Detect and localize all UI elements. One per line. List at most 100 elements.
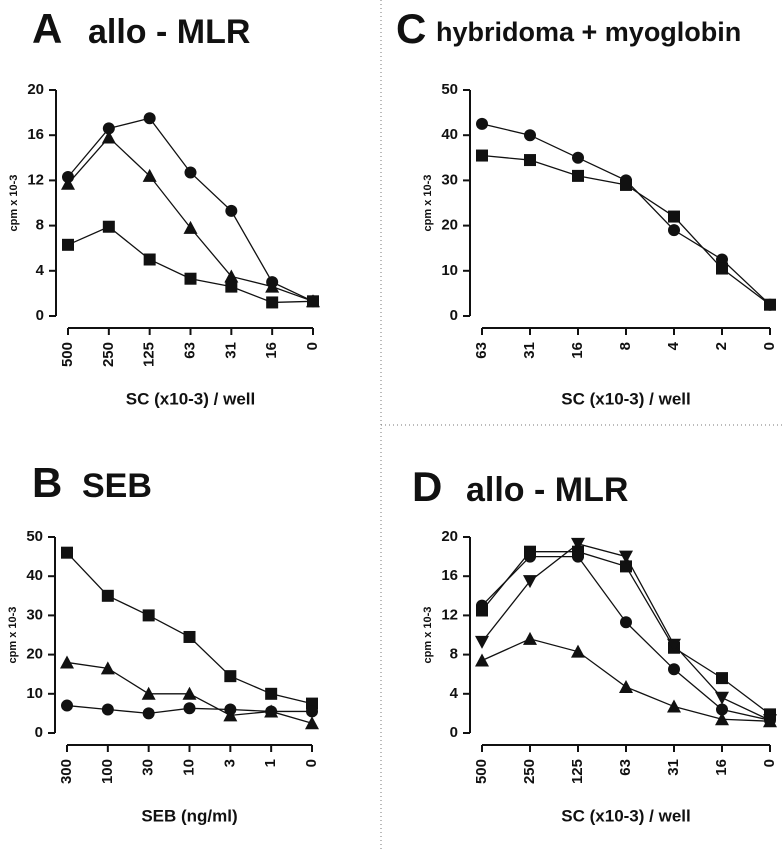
y-tick-label: 40 [26,567,43,584]
marker [307,295,319,308]
y-tick-label: 0 [35,724,43,741]
y-tick-label: 20 [441,217,458,234]
marker [667,638,681,652]
marker [571,644,585,658]
marker [225,280,238,293]
marker [572,169,584,182]
x-tick-label: 4 [665,341,682,350]
x-tick-label: 250 [521,759,538,784]
marker [225,204,238,217]
marker [265,687,278,700]
marker [61,699,73,712]
marker [142,609,155,622]
marker [572,151,584,164]
y-tick-label: 12 [441,606,458,623]
marker [668,663,680,676]
x-tick-label: 30 [140,759,157,776]
marker [61,176,75,190]
marker [183,630,196,643]
panel-letter: D [412,463,442,510]
x-tick-label: 31 [521,342,538,359]
panel-letter: A [32,5,62,52]
marker [620,616,632,629]
marker [224,703,237,716]
x-tick-label: 16 [263,342,280,359]
marker [763,714,777,728]
series-line [66,552,313,705]
x-tick-label: 100 [99,759,116,784]
y-axis-label: cpm x 10-3 [422,607,434,664]
series-line [481,123,771,306]
marker [305,716,319,730]
marker [142,168,157,182]
y-axis-label: cpm x 10-3 [422,175,434,232]
panel-title: SEB [82,467,152,505]
x-tick-label: 16 [713,759,730,776]
marker [715,691,729,705]
marker [101,130,116,144]
marker [571,537,585,551]
x-tick-label: 500 [59,342,76,367]
marker [619,679,633,693]
x-axis-label: SEB (ng/ml) [141,806,237,825]
y-tick-label: 16 [27,126,44,143]
x-tick-label: 31 [665,759,682,776]
marker [523,631,537,645]
marker [668,210,680,223]
x-tick-label: 0 [761,759,778,767]
x-tick-label: 1 [262,759,279,767]
x-tick-label: 10 [180,759,197,776]
x-tick-label: 63 [473,342,490,359]
marker [306,705,318,718]
marker [716,672,728,685]
x-tick-label: 0 [761,342,778,350]
x-tick-label: 0 [303,759,320,767]
marker [524,154,536,167]
x-tick-label: 31 [222,342,239,359]
marker [475,653,489,667]
marker [143,253,156,266]
marker [100,661,115,675]
marker [524,129,536,142]
marker [619,550,633,564]
x-tick-label: 3 [221,759,238,767]
x-tick-label: 8 [617,342,634,350]
x-tick-label: 0 [304,342,321,350]
marker [142,707,155,720]
marker [62,238,74,251]
marker [266,296,279,309]
marker [524,550,536,563]
marker [667,699,681,713]
marker [184,272,197,285]
marker [475,635,489,649]
marker [716,262,728,275]
panel-title: allo - MLR [466,471,628,509]
marker [102,122,115,135]
marker [476,117,488,130]
marker [715,712,729,726]
y-tick-label: 20 [441,528,458,545]
x-tick-label: 125 [141,342,158,367]
y-tick-label: 4 [36,262,45,279]
x-axis-label: SC (x10-3) / well [561,389,690,408]
x-axis-label: SC (x10-3) / well [561,806,690,825]
x-tick-label: 125 [569,759,586,784]
marker [523,575,537,589]
marker [572,550,584,563]
y-tick-label: 0 [450,724,458,741]
y-tick-label: 12 [27,171,44,188]
x-tick-label: 250 [100,342,117,367]
y-tick-label: 50 [441,81,458,98]
marker [476,599,488,612]
y-tick-label: 4 [450,685,459,702]
marker [101,703,114,716]
marker [61,546,73,559]
marker [716,253,728,266]
marker [102,220,115,233]
panel-letter: C [396,5,426,52]
marker [143,112,156,125]
marker [265,279,280,293]
x-tick-label: 2 [713,342,730,350]
marker [764,298,776,311]
